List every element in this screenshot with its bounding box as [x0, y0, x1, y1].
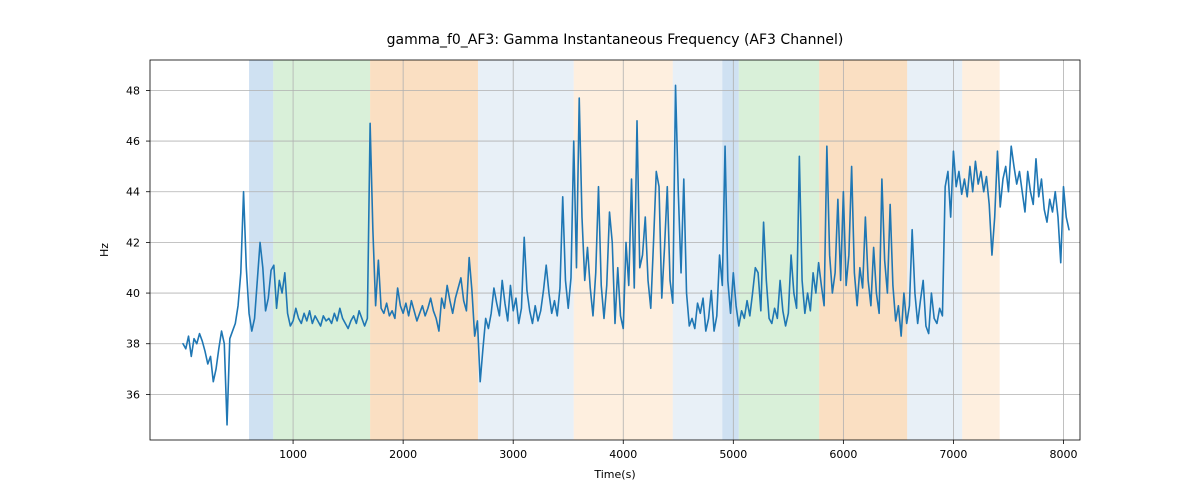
- y-tick-label: 44: [126, 186, 140, 199]
- line-chart: 1000 2000 3000 4000 5000 6000 7000 8000 36 38 40 42…: [0, 0, 1200, 500]
- x-axis-label: Time(s): [593, 468, 635, 481]
- x-tick-label: 6000: [829, 448, 857, 461]
- y-tick-label: 36: [126, 388, 140, 401]
- band-region-10: [962, 60, 999, 440]
- x-tick-label: 7000: [939, 448, 967, 461]
- band-region-8: [819, 60, 907, 440]
- chart-title: gamma_f0_AF3: Gamma Instantaneous Freque…: [387, 32, 844, 48]
- band-region-9: [907, 60, 962, 440]
- y-axis-label: Hz: [98, 243, 111, 257]
- band-region-6: [722, 60, 739, 440]
- x-tick-label: 4000: [609, 448, 637, 461]
- x-tick-label: 3000: [499, 448, 527, 461]
- x-tick-label: 8000: [1049, 448, 1077, 461]
- y-tick-label: 40: [126, 287, 140, 300]
- x-tick-label: 1000: [279, 448, 307, 461]
- chart-container: 1000 2000 3000 4000 5000 6000 7000 8000 36 38 40 42…: [0, 0, 1200, 500]
- band-region-3: [478, 60, 574, 440]
- band-region-1: [273, 60, 370, 440]
- y-tick-label: 48: [126, 84, 140, 97]
- background-bands: [249, 60, 1000, 440]
- x-tick-label: 5000: [719, 448, 747, 461]
- y-tick-label: 38: [126, 338, 140, 351]
- y-tick-label: 42: [126, 236, 140, 249]
- y-tick-label: 46: [126, 135, 140, 148]
- band-region-7: [739, 60, 819, 440]
- band-region-2: [370, 60, 478, 440]
- x-tick-label: 2000: [389, 448, 417, 461]
